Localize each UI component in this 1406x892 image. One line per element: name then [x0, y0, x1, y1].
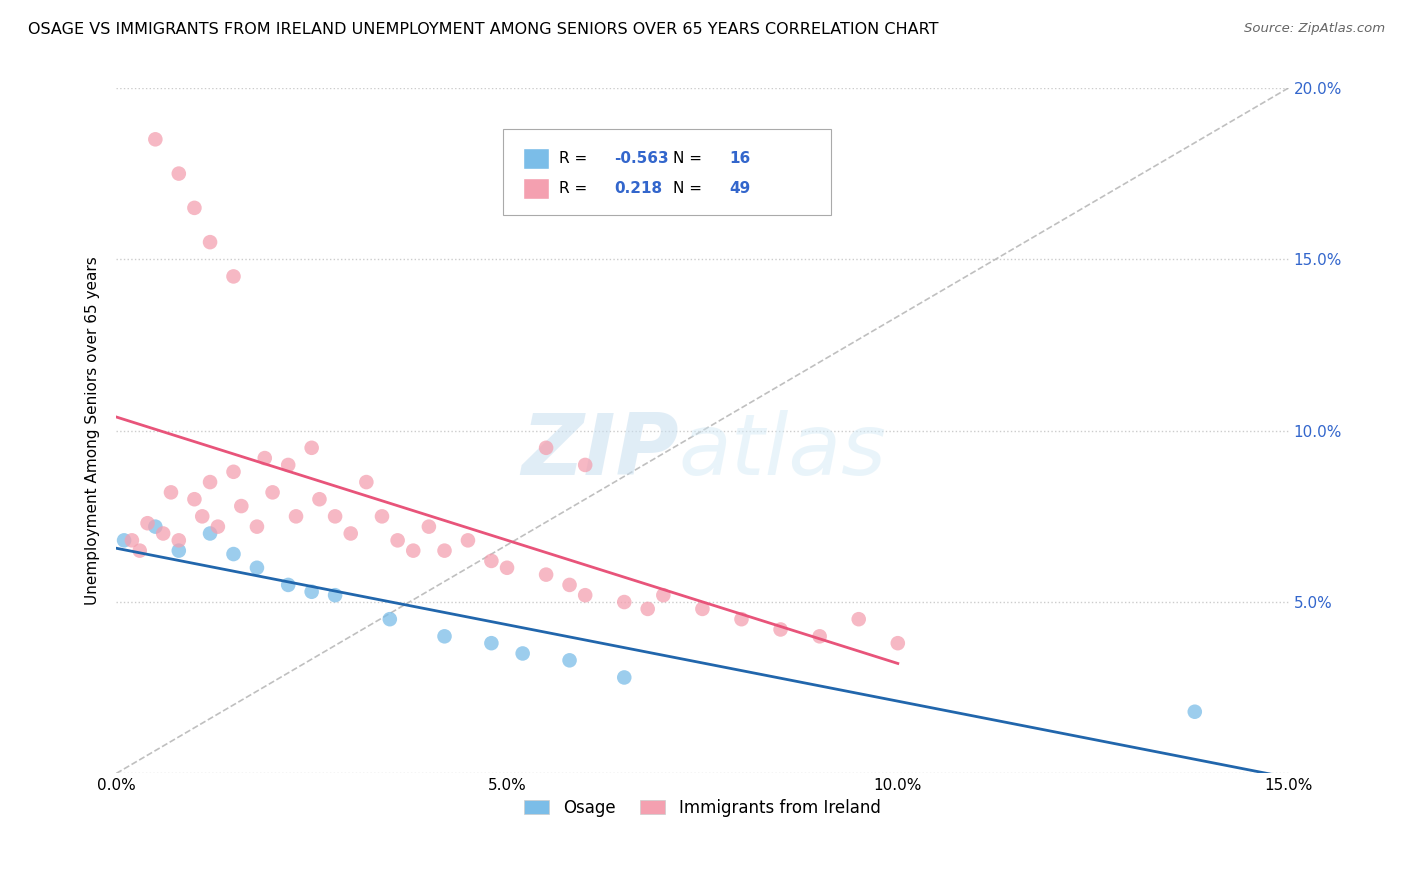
Text: R =: R =: [560, 151, 592, 166]
Point: [160, 485, 183, 500]
Point: [613, 595, 636, 609]
Point: [222, 269, 245, 284]
Point: [887, 636, 910, 650]
Point: [534, 567, 557, 582]
Point: [558, 653, 581, 667]
Text: 16: 16: [730, 151, 751, 166]
Point: [198, 526, 221, 541]
Text: -0.563: -0.563: [614, 151, 669, 166]
Point: [574, 588, 596, 602]
Point: [534, 441, 557, 455]
Point: [652, 588, 675, 602]
Point: [356, 475, 378, 489]
Point: [769, 623, 792, 637]
Text: Source: ZipAtlas.com: Source: ZipAtlas.com: [1244, 22, 1385, 36]
Point: [167, 533, 190, 548]
Point: [167, 167, 190, 181]
Text: N =: N =: [673, 181, 707, 196]
Point: [481, 636, 503, 650]
Text: N =: N =: [673, 151, 707, 166]
Text: ZIP: ZIP: [522, 409, 679, 492]
Point: [323, 509, 346, 524]
Point: [191, 509, 214, 524]
Point: [433, 543, 456, 558]
Point: [613, 670, 636, 684]
Point: [231, 499, 253, 513]
Point: [496, 561, 519, 575]
Point: [112, 533, 135, 548]
Point: [222, 547, 245, 561]
Point: [574, 458, 596, 472]
Point: [198, 475, 221, 489]
Point: [512, 647, 534, 661]
Point: [143, 132, 166, 146]
Text: OSAGE VS IMMIGRANTS FROM IRELAND UNEMPLOYMENT AMONG SENIORS OVER 65 YEARS CORREL: OSAGE VS IMMIGRANTS FROM IRELAND UNEMPLO…: [28, 22, 939, 37]
Point: [222, 465, 245, 479]
Point: [339, 526, 361, 541]
Point: [253, 451, 276, 466]
Point: [308, 492, 330, 507]
Point: [848, 612, 870, 626]
Point: [433, 629, 456, 643]
Point: [730, 612, 752, 626]
Point: [808, 629, 831, 643]
FancyBboxPatch shape: [523, 178, 548, 199]
Text: R =: R =: [560, 181, 592, 196]
FancyBboxPatch shape: [523, 148, 548, 169]
Point: [481, 554, 503, 568]
Point: [457, 533, 479, 548]
Point: [387, 533, 409, 548]
Point: [128, 543, 150, 558]
Point: [121, 533, 143, 548]
Point: [301, 441, 323, 455]
Point: [143, 519, 166, 533]
Point: [558, 578, 581, 592]
Point: [371, 509, 394, 524]
Point: [183, 492, 205, 507]
Text: 49: 49: [730, 181, 751, 196]
Point: [323, 588, 346, 602]
Point: [262, 485, 284, 500]
Y-axis label: Unemployment Among Seniors over 65 years: Unemployment Among Seniors over 65 years: [86, 256, 100, 605]
Point: [418, 519, 440, 533]
Point: [246, 561, 269, 575]
Point: [637, 602, 659, 616]
Point: [207, 519, 229, 533]
Text: 0.218: 0.218: [614, 181, 662, 196]
Point: [692, 602, 714, 616]
FancyBboxPatch shape: [503, 129, 831, 215]
Point: [136, 516, 159, 531]
Point: [378, 612, 401, 626]
Point: [301, 584, 323, 599]
Point: [246, 519, 269, 533]
Point: [285, 509, 308, 524]
Point: [277, 578, 299, 592]
Point: [183, 201, 205, 215]
Text: atlas: atlas: [679, 409, 887, 492]
Legend: Osage, Immigrants from Ireland: Osage, Immigrants from Ireland: [517, 792, 887, 823]
Point: [1184, 705, 1206, 719]
Point: [198, 235, 221, 249]
Point: [167, 543, 190, 558]
Point: [152, 526, 174, 541]
Point: [277, 458, 299, 472]
Point: [402, 543, 425, 558]
